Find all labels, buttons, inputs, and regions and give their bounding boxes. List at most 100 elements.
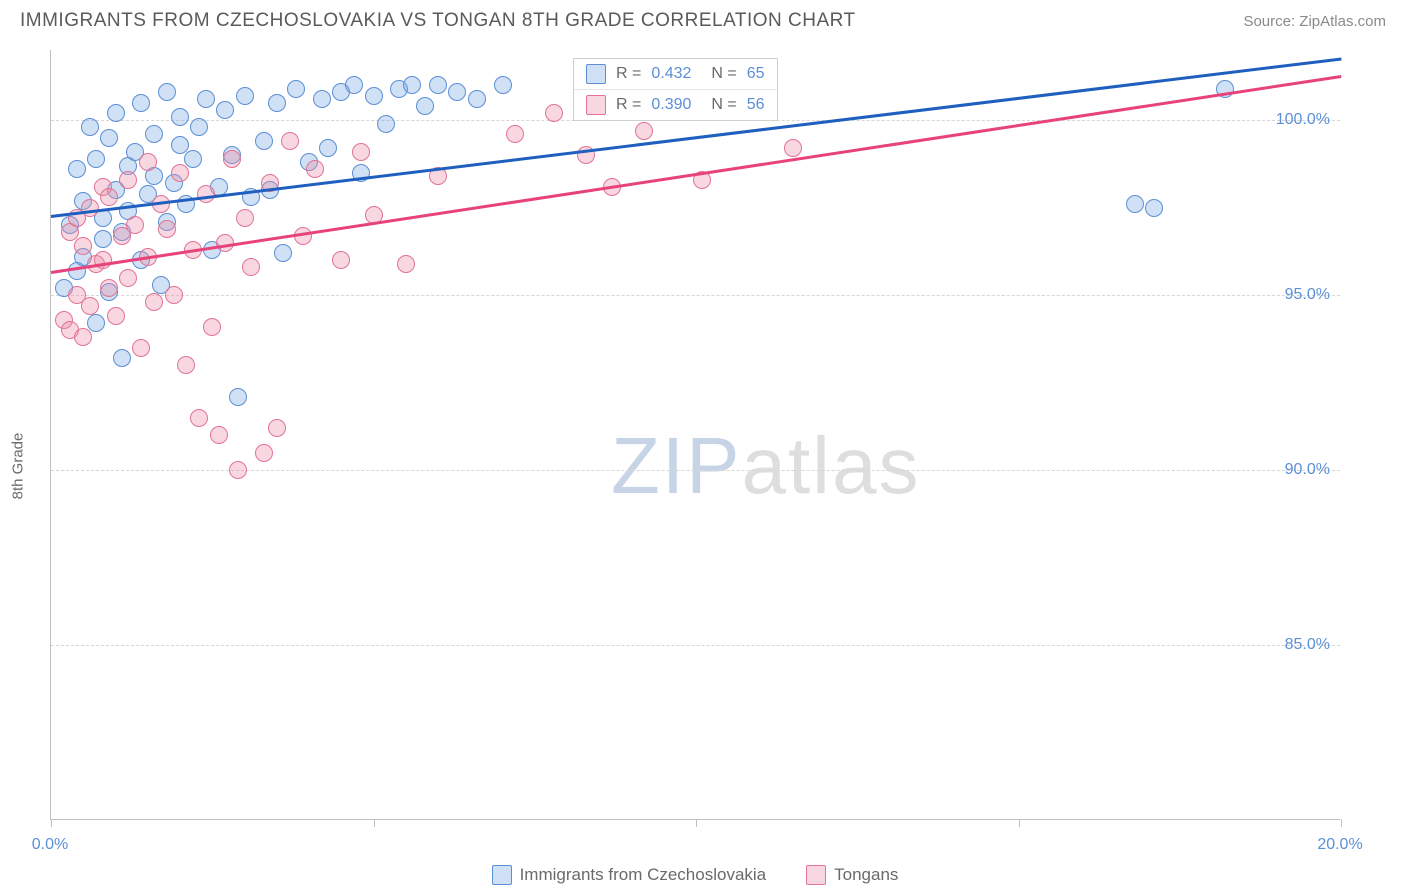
- x-tick: [51, 819, 52, 827]
- data-point: [545, 104, 563, 122]
- data-point: [119, 269, 137, 287]
- data-point: [506, 125, 524, 143]
- data-point: [397, 255, 415, 273]
- watermark: ZIPatlas: [611, 420, 920, 512]
- data-point: [171, 164, 189, 182]
- series-legend: Immigrants from Czechoslovakia Tongans: [50, 865, 1340, 885]
- data-point: [74, 328, 92, 346]
- data-point: [494, 76, 512, 94]
- data-point: [107, 104, 125, 122]
- x-tick: [1019, 819, 1020, 827]
- data-point: [171, 108, 189, 126]
- x-tick: [696, 819, 697, 827]
- data-point: [87, 150, 105, 168]
- data-point: [319, 139, 337, 157]
- data-point: [281, 132, 299, 150]
- data-point: [165, 286, 183, 304]
- data-point: [268, 94, 286, 112]
- data-point: [306, 160, 324, 178]
- data-point: [100, 129, 118, 147]
- gridline: [51, 295, 1340, 296]
- legend-swatch: [806, 865, 826, 885]
- data-point: [190, 118, 208, 136]
- correlation-row: R = 0.390 N = 56: [574, 90, 777, 120]
- data-point: [635, 122, 653, 140]
- data-point: [313, 90, 331, 108]
- data-point: [332, 251, 350, 269]
- data-point: [74, 237, 92, 255]
- data-point: [197, 90, 215, 108]
- r-label: R =: [616, 65, 641, 83]
- data-point: [274, 244, 292, 262]
- data-point: [468, 90, 486, 108]
- r-label: R =: [616, 96, 641, 114]
- data-point: [107, 307, 125, 325]
- n-label: N =: [711, 96, 736, 114]
- y-tick-label: 95.0%: [1285, 286, 1330, 304]
- data-point: [203, 318, 221, 336]
- data-point: [223, 150, 241, 168]
- n-value: 65: [747, 65, 765, 83]
- data-point: [377, 115, 395, 133]
- x-tick: [1341, 819, 1342, 827]
- legend-item: Immigrants from Czechoslovakia: [492, 865, 767, 885]
- data-point: [94, 230, 112, 248]
- r-value: 0.390: [651, 96, 691, 114]
- legend-swatch: [492, 865, 512, 885]
- data-point: [145, 293, 163, 311]
- legend-label: Immigrants from Czechoslovakia: [520, 865, 767, 885]
- plot-area: ZIPatlas 85.0%90.0%95.0%100.0%R = 0.432N…: [50, 50, 1340, 820]
- data-point: [268, 419, 286, 437]
- legend-swatch: [586, 64, 606, 84]
- gridline: [51, 645, 1340, 646]
- x-tick-label: 20.0%: [1317, 836, 1362, 854]
- data-point: [113, 349, 131, 367]
- n-value: 56: [747, 96, 765, 114]
- data-point: [345, 76, 363, 94]
- data-point: [68, 160, 86, 178]
- x-tick: [374, 819, 375, 827]
- data-point: [177, 356, 195, 374]
- data-point: [81, 118, 99, 136]
- data-point: [229, 461, 247, 479]
- y-tick-label: 90.0%: [1285, 461, 1330, 479]
- data-point: [139, 153, 157, 171]
- correlation-legend: R = 0.432N = 65R = 0.390N = 56: [573, 58, 778, 121]
- legend-label: Tongans: [834, 865, 898, 885]
- y-axis-label: 8th Grade: [10, 433, 27, 500]
- y-tick-label: 85.0%: [1285, 636, 1330, 654]
- watermark-zip: ZIP: [611, 421, 741, 510]
- data-point: [365, 87, 383, 105]
- data-point: [403, 76, 421, 94]
- n-label: N =: [711, 65, 736, 83]
- data-point: [190, 409, 208, 427]
- legend-swatch: [586, 95, 606, 115]
- data-point: [184, 150, 202, 168]
- data-point: [132, 94, 150, 112]
- data-point: [210, 426, 228, 444]
- data-point: [126, 216, 144, 234]
- data-point: [145, 125, 163, 143]
- data-point: [416, 97, 434, 115]
- data-point: [236, 87, 254, 105]
- data-point: [1145, 199, 1163, 217]
- data-point: [352, 143, 370, 161]
- data-point: [236, 209, 254, 227]
- data-point: [784, 139, 802, 157]
- x-tick-label: 0.0%: [32, 836, 68, 854]
- data-point: [100, 188, 118, 206]
- data-point: [448, 83, 466, 101]
- chart-title: IMMIGRANTS FROM CZECHOSLOVAKIA VS TONGAN…: [20, 10, 856, 32]
- data-point: [132, 339, 150, 357]
- correlation-row: R = 0.432N = 65: [574, 59, 777, 90]
- watermark-atlas: atlas: [741, 421, 920, 510]
- data-point: [216, 101, 234, 119]
- data-point: [100, 279, 118, 297]
- data-point: [255, 444, 273, 462]
- data-point: [81, 297, 99, 315]
- data-point: [87, 314, 105, 332]
- data-point: [255, 132, 273, 150]
- chart-container: 8th Grade ZIPatlas 85.0%90.0%95.0%100.0%…: [0, 40, 1406, 892]
- data-point: [1126, 195, 1144, 213]
- legend-item: Tongans: [806, 865, 898, 885]
